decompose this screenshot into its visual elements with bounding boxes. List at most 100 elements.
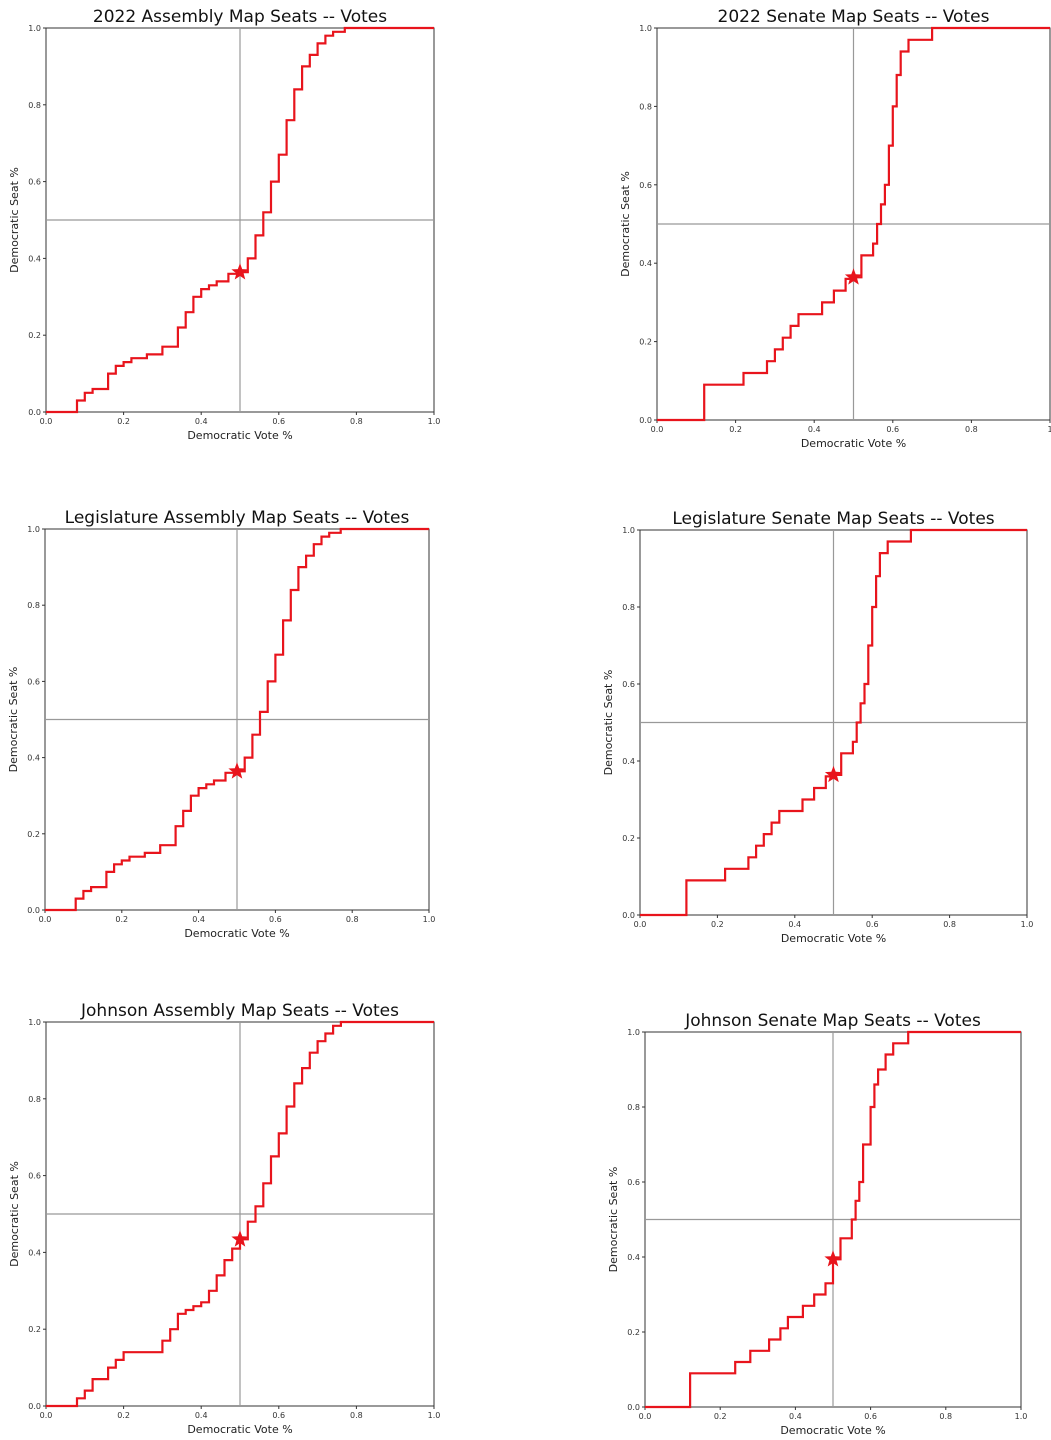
x-tick-label: 0.8	[965, 425, 978, 434]
result-star-marker	[844, 268, 863, 285]
seats-votes-curve	[46, 1020, 434, 1408]
x-tick-label: 0.4	[789, 1412, 802, 1421]
x-tick-label: 0.0	[639, 1412, 652, 1421]
chart-title: 2022 Assembly Map Seats -- Votes	[93, 7, 387, 27]
y-tick-label: 0.6	[639, 181, 652, 190]
x-tick-label: 1.0	[1021, 920, 1034, 929]
x-axis-label: Democratic Vote %	[187, 1423, 292, 1436]
x-tick-label: 0.6	[272, 417, 285, 426]
seats-votes-curve	[45, 527, 429, 912]
y-tick-label: 0.2	[27, 830, 40, 839]
y-tick-label: 0.4	[28, 254, 41, 263]
y-tick-label: 0.4	[627, 1253, 640, 1262]
result-star-marker	[228, 762, 246, 779]
x-axis-label: Democratic Vote %	[184, 927, 289, 940]
y-tick-label: 0.6	[627, 1178, 640, 1187]
chart-panel-3: Legislature Assembly Map Seats -- Votes 0…	[7, 508, 435, 940]
y-tick-label: 1.0	[28, 24, 41, 33]
y-tick-label: 0.8	[28, 1095, 41, 1104]
x-tick-label: 0.0	[651, 425, 664, 434]
chart-panel-1: 2022 Assembly Map Seats -- Votes 0.0 0.2 0.…	[8, 7, 440, 442]
x-tick-label: 0.2	[729, 425, 742, 434]
x-tick-label: 0.8	[943, 920, 956, 929]
y-axis-label: Democratic Seat %	[607, 1167, 620, 1273]
x-tick-label: 0.8	[346, 915, 359, 924]
chart-title: Johnson Assembly Map Seats -- Votes	[80, 1001, 399, 1021]
chart-panel-4: Legislature Senate Map Seats -- Votes 0.0…	[602, 509, 1033, 945]
x-tick-label: 0.8	[939, 1412, 952, 1421]
x-tick-label: 0.0	[39, 915, 52, 924]
x-tick-label: 0.2	[117, 1411, 130, 1420]
x-tick-label: 0.2	[711, 920, 724, 929]
y-tick-label: 0.6	[622, 680, 635, 689]
y-tick-label: 0.0	[627, 1403, 640, 1412]
y-tick-label: 1.0	[639, 24, 652, 33]
x-tick-label: 0.4	[808, 425, 821, 434]
x-tick-label: 0.0	[634, 920, 647, 929]
y-tick-label: 0.0	[639, 416, 652, 425]
x-tick-label: 0.6	[866, 920, 879, 929]
y-tick-label: 1.0	[627, 1028, 640, 1037]
x-axis-label: Democratic Vote %	[187, 429, 292, 442]
result-star-marker	[824, 1250, 842, 1267]
x-tick-label: 1.0	[428, 417, 441, 426]
y-tick-label: 1.0	[622, 526, 635, 535]
chart-title: Legislature Assembly Map Seats -- Votes	[65, 508, 410, 528]
y-tick-label: 0.4	[639, 259, 652, 268]
x-tick-label: 1.0	[423, 915, 436, 924]
y-tick-label: 0.8	[627, 1103, 640, 1112]
chart-title: Legislature Senate Map Seats -- Votes	[672, 509, 994, 529]
y-tick-label: 0.2	[622, 834, 635, 843]
y-tick-label: 0.0	[27, 906, 40, 915]
y-tick-label: 0.2	[28, 1325, 41, 1334]
x-tick-label: 0.6	[272, 1411, 285, 1420]
y-tick-label: 0.4	[27, 754, 40, 763]
y-tick-label: 1.0	[28, 1018, 41, 1027]
x-tick-label: 0.4	[195, 1411, 208, 1420]
x-axis-label: Democratic Vote %	[801, 437, 906, 450]
y-tick-label: 0.6	[28, 1172, 41, 1181]
y-tick-label: 0.6	[28, 178, 41, 187]
x-tick-label: 0.2	[117, 417, 130, 426]
x-tick-label: 0.4	[195, 417, 208, 426]
x-tick-label: 0.4	[788, 920, 801, 929]
y-tick-label: 0.6	[27, 677, 40, 686]
x-tick-label: 0.2	[115, 915, 128, 924]
y-tick-label: 0.8	[622, 603, 635, 612]
x-tick-label: 1.0	[1015, 1412, 1028, 1421]
y-tick-label: 0.8	[28, 101, 41, 110]
x-tick-label: 0.8	[350, 1411, 363, 1420]
x-tick-label: 0.2	[714, 1412, 727, 1421]
x-tick-label: 1	[1047, 425, 1051, 434]
y-axis-label: Democratic Seat %	[8, 167, 21, 273]
y-tick-label: 0.8	[639, 102, 652, 111]
y-tick-label: 0.4	[622, 757, 635, 766]
seats-votes-curve	[46, 26, 434, 414]
y-tick-label: 0.2	[627, 1328, 640, 1337]
x-tick-label: 0.0	[40, 417, 53, 426]
chart-title: Johnson Senate Map Seats -- Votes	[684, 1011, 981, 1031]
y-tick-label: 0.8	[27, 601, 40, 610]
x-tick-label: 1.0	[428, 1411, 441, 1420]
x-axis-label: Democratic Vote %	[780, 1424, 885, 1437]
y-axis-label: Democratic Seat %	[7, 667, 20, 773]
x-tick-label: 0.6	[269, 915, 282, 924]
y-tick-label: 0.2	[28, 331, 41, 340]
result-star-marker	[824, 765, 843, 783]
y-tick-label: 0.0	[622, 911, 635, 920]
seats-votes-curve	[645, 1030, 1021, 1409]
x-tick-label: 0.6	[886, 425, 899, 434]
chart-panel-2: 2022 Senate Map Seats -- Votes 0.0 0.2 0.4 0…	[619, 7, 1051, 450]
x-tick-label: 0.6	[864, 1412, 877, 1421]
chart-panel-6: Johnson Senate Map Seats -- Votes 0.0 0.2 0…	[607, 1011, 1027, 1437]
x-tick-label: 0.8	[350, 417, 363, 426]
x-tick-label: 0.4	[192, 915, 205, 924]
y-tick-label: 0.2	[639, 338, 652, 347]
chart-title: 2022 Senate Map Seats -- Votes	[718, 7, 990, 27]
result-star-marker	[231, 1230, 249, 1247]
x-axis-label: Democratic Vote %	[781, 932, 886, 945]
result-star-marker	[231, 263, 249, 280]
y-axis-label: Democratic Seat %	[602, 670, 615, 776]
